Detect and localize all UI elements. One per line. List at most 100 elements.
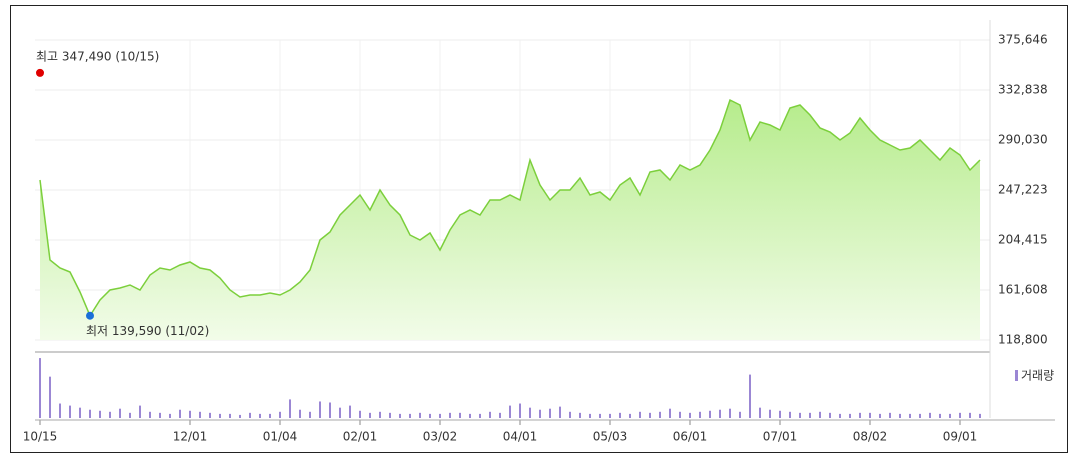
y-tick-label: 375,646 (998, 33, 1048, 47)
x-tick-label: 10/15 (23, 430, 58, 444)
volume-bar (669, 408, 671, 418)
volume-bar (779, 410, 781, 418)
volume-bar (109, 411, 111, 418)
x-tick-label: 08/02 (853, 430, 888, 444)
volume-bar (379, 411, 381, 418)
volume-bar (169, 413, 171, 418)
x-tick-label: 02/01 (343, 430, 378, 444)
x-tick-label: 09/01 (943, 430, 978, 444)
volume-bar (449, 412, 451, 418)
extreme-marker (86, 311, 94, 320)
volume-bar (709, 410, 711, 418)
x-tick-label: 01/04 (263, 430, 298, 444)
volume-bar (949, 413, 951, 418)
y-tick-label: 332,838 (998, 83, 1048, 97)
volume-bar (809, 412, 811, 418)
volume-bar (759, 407, 761, 418)
volume-bar (649, 412, 651, 418)
volume-bar (59, 403, 61, 418)
volume-bar (389, 412, 391, 418)
volume-bar (439, 413, 441, 418)
volume-bar (89, 409, 91, 418)
volume-bar (769, 409, 771, 418)
extreme-marker (36, 68, 44, 77)
volume-bar (39, 358, 41, 418)
volume-bar (489, 411, 491, 418)
volume-bar (399, 413, 401, 418)
volume-bar (459, 412, 461, 418)
volume-bar (739, 411, 741, 418)
volume-bar (429, 413, 431, 418)
y-tick-label: 118,800 (998, 333, 1048, 347)
volume-bar (229, 413, 231, 418)
volume-bar (549, 408, 551, 418)
volume-bar (679, 411, 681, 418)
volume-bar (719, 409, 721, 418)
volume-bar (209, 412, 211, 418)
volume-bar (479, 413, 481, 418)
price-area (40, 99, 980, 340)
volume-bar (729, 408, 731, 418)
volume-bar (199, 411, 201, 418)
x-tick-label: 04/01 (503, 430, 538, 444)
volume-bar (539, 409, 541, 418)
volume-bar (139, 405, 141, 418)
volume-bar (419, 412, 421, 418)
volume-bar (289, 399, 291, 418)
volume-bar (899, 413, 901, 418)
volume-bar (259, 413, 261, 418)
volume-bar (869, 412, 871, 418)
volume-bar (119, 408, 121, 418)
volume-bar (659, 411, 661, 418)
volume-bar (279, 411, 281, 418)
x-tick-label: 03/02 (423, 430, 458, 444)
volume-bar (69, 405, 71, 418)
volume-bar (519, 403, 521, 418)
volume-bar (919, 413, 921, 418)
volume-bar (579, 412, 581, 418)
legend-swatch (1015, 370, 1018, 381)
volume-bar (149, 411, 151, 418)
x-tick-label: 12/01 (173, 430, 208, 444)
volume-bar (829, 412, 831, 418)
volume-bar (929, 412, 931, 418)
y-tick-label: 204,415 (998, 233, 1048, 247)
volume-bar (349, 405, 351, 418)
volume-bar (409, 413, 411, 418)
volume-bar (969, 412, 971, 418)
volume-bar (509, 405, 511, 418)
volume-bar (639, 411, 641, 418)
volume-bar (219, 413, 221, 418)
price-line (39, 98, 981, 318)
volume-bar (319, 401, 321, 418)
volume-bar (609, 413, 611, 418)
volume-bar (689, 412, 691, 418)
volume-bar (699, 411, 701, 418)
volume-bar (249, 412, 251, 418)
x-tick-label: 05/03 (593, 430, 628, 444)
volume-bar (619, 412, 621, 418)
volume-bar (99, 410, 101, 418)
y-tick-label: 247,223 (998, 183, 1048, 197)
volume-bar (789, 411, 791, 418)
volume-bar (49, 376, 51, 418)
extreme-label: 최고 347,490 (10/15) (36, 49, 159, 63)
volume-bar (129, 412, 131, 418)
volume-bar (939, 413, 941, 418)
volume-bar (79, 407, 81, 418)
volume-bar (889, 412, 891, 418)
volume-bar (749, 374, 751, 418)
volume-bar (849, 413, 851, 418)
legend-label: 거래량 (1021, 369, 1054, 383)
volume-bar (339, 407, 341, 418)
volume-bar (599, 413, 601, 418)
volume-bar (269, 413, 271, 418)
volume-bar (559, 406, 561, 418)
volume-bar (799, 412, 801, 418)
volume-bar (859, 412, 861, 418)
volume-bar (979, 413, 981, 418)
volume-bar (629, 413, 631, 418)
volume-bar (529, 407, 531, 418)
